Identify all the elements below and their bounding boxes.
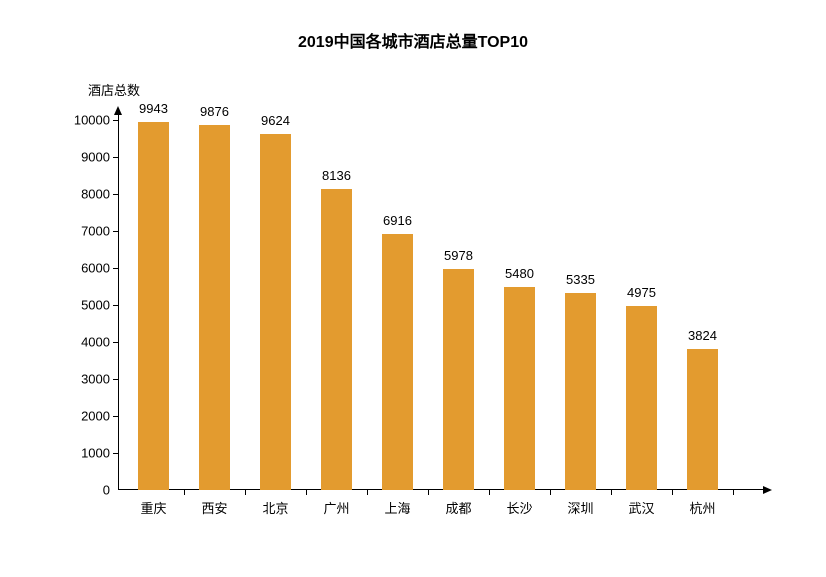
x-tick-label: 重庆 — [140, 498, 166, 517]
y-tick-label: 7000 — [50, 224, 110, 239]
bar-value-label: 5978 — [444, 248, 473, 263]
x-tick-mark — [306, 490, 307, 495]
x-tick-label: 武汉 — [628, 498, 654, 517]
x-tick-mark — [367, 490, 368, 495]
x-tick-label: 成都 — [445, 498, 471, 517]
y-tick-label: 0 — [50, 483, 110, 498]
bar — [565, 293, 596, 490]
y-tick-mark — [113, 379, 118, 380]
bar-value-label: 5480 — [505, 266, 534, 281]
y-axis-label: 酒店总数 — [88, 80, 140, 99]
y-tick-mark — [113, 305, 118, 306]
y-tick-label: 10000 — [50, 113, 110, 128]
y-tick-mark — [113, 342, 118, 343]
y-tick-label: 9000 — [50, 150, 110, 165]
x-tick-mark — [428, 490, 429, 495]
bar — [138, 122, 169, 490]
x-tick-label: 杭州 — [689, 498, 715, 517]
bar-value-label: 6916 — [383, 213, 412, 228]
y-tick-label: 2000 — [50, 409, 110, 424]
y-tick-label: 6000 — [50, 261, 110, 276]
y-tick-mark — [113, 231, 118, 232]
x-tick-label: 广州 — [323, 498, 349, 517]
bar — [321, 189, 352, 490]
bar-value-label: 8136 — [322, 168, 351, 183]
bar — [199, 125, 230, 490]
x-tick-mark — [672, 490, 673, 495]
x-tick-mark — [550, 490, 551, 495]
x-tick-mark — [245, 490, 246, 495]
y-tick-mark — [113, 453, 118, 454]
x-tick-label: 北京 — [262, 498, 288, 517]
y-tick-mark — [113, 120, 118, 121]
bar-value-label: 9624 — [261, 113, 290, 128]
bar-value-label: 3824 — [688, 328, 717, 343]
y-tick-mark — [113, 416, 118, 417]
x-tick-label: 上海 — [384, 498, 410, 517]
y-tick-label: 8000 — [50, 187, 110, 202]
bar — [687, 349, 718, 490]
bar — [443, 269, 474, 490]
x-tick-mark — [733, 490, 734, 495]
x-tick-mark — [611, 490, 612, 495]
y-axis-line — [118, 112, 119, 490]
x-tick-mark — [489, 490, 490, 495]
y-tick-mark — [113, 157, 118, 158]
x-tick-label: 深圳 — [567, 498, 593, 517]
bar-value-label: 4975 — [627, 285, 656, 300]
x-tick-label: 长沙 — [506, 498, 532, 517]
y-tick-label: 4000 — [50, 335, 110, 350]
y-tick-label: 5000 — [50, 298, 110, 313]
bar — [504, 287, 535, 490]
bar-value-label: 9876 — [200, 104, 229, 119]
y-axis-arrow-icon — [114, 106, 122, 115]
x-axis-arrow-icon — [763, 486, 772, 494]
x-tick-label: 西安 — [201, 498, 227, 517]
chart-plot-area: 0100020003000400050006000700080009000100… — [118, 120, 758, 490]
bar — [382, 234, 413, 490]
bar-value-label: 9943 — [139, 101, 168, 116]
chart-title: 2019中国各城市酒店总量TOP10 — [0, 28, 826, 52]
bar-value-label: 5335 — [566, 272, 595, 287]
bar — [260, 134, 291, 490]
y-tick-label: 1000 — [50, 446, 110, 461]
y-tick-label: 3000 — [50, 372, 110, 387]
bar — [626, 306, 657, 490]
x-tick-mark — [184, 490, 185, 495]
y-tick-mark — [113, 194, 118, 195]
y-tick-mark — [113, 268, 118, 269]
